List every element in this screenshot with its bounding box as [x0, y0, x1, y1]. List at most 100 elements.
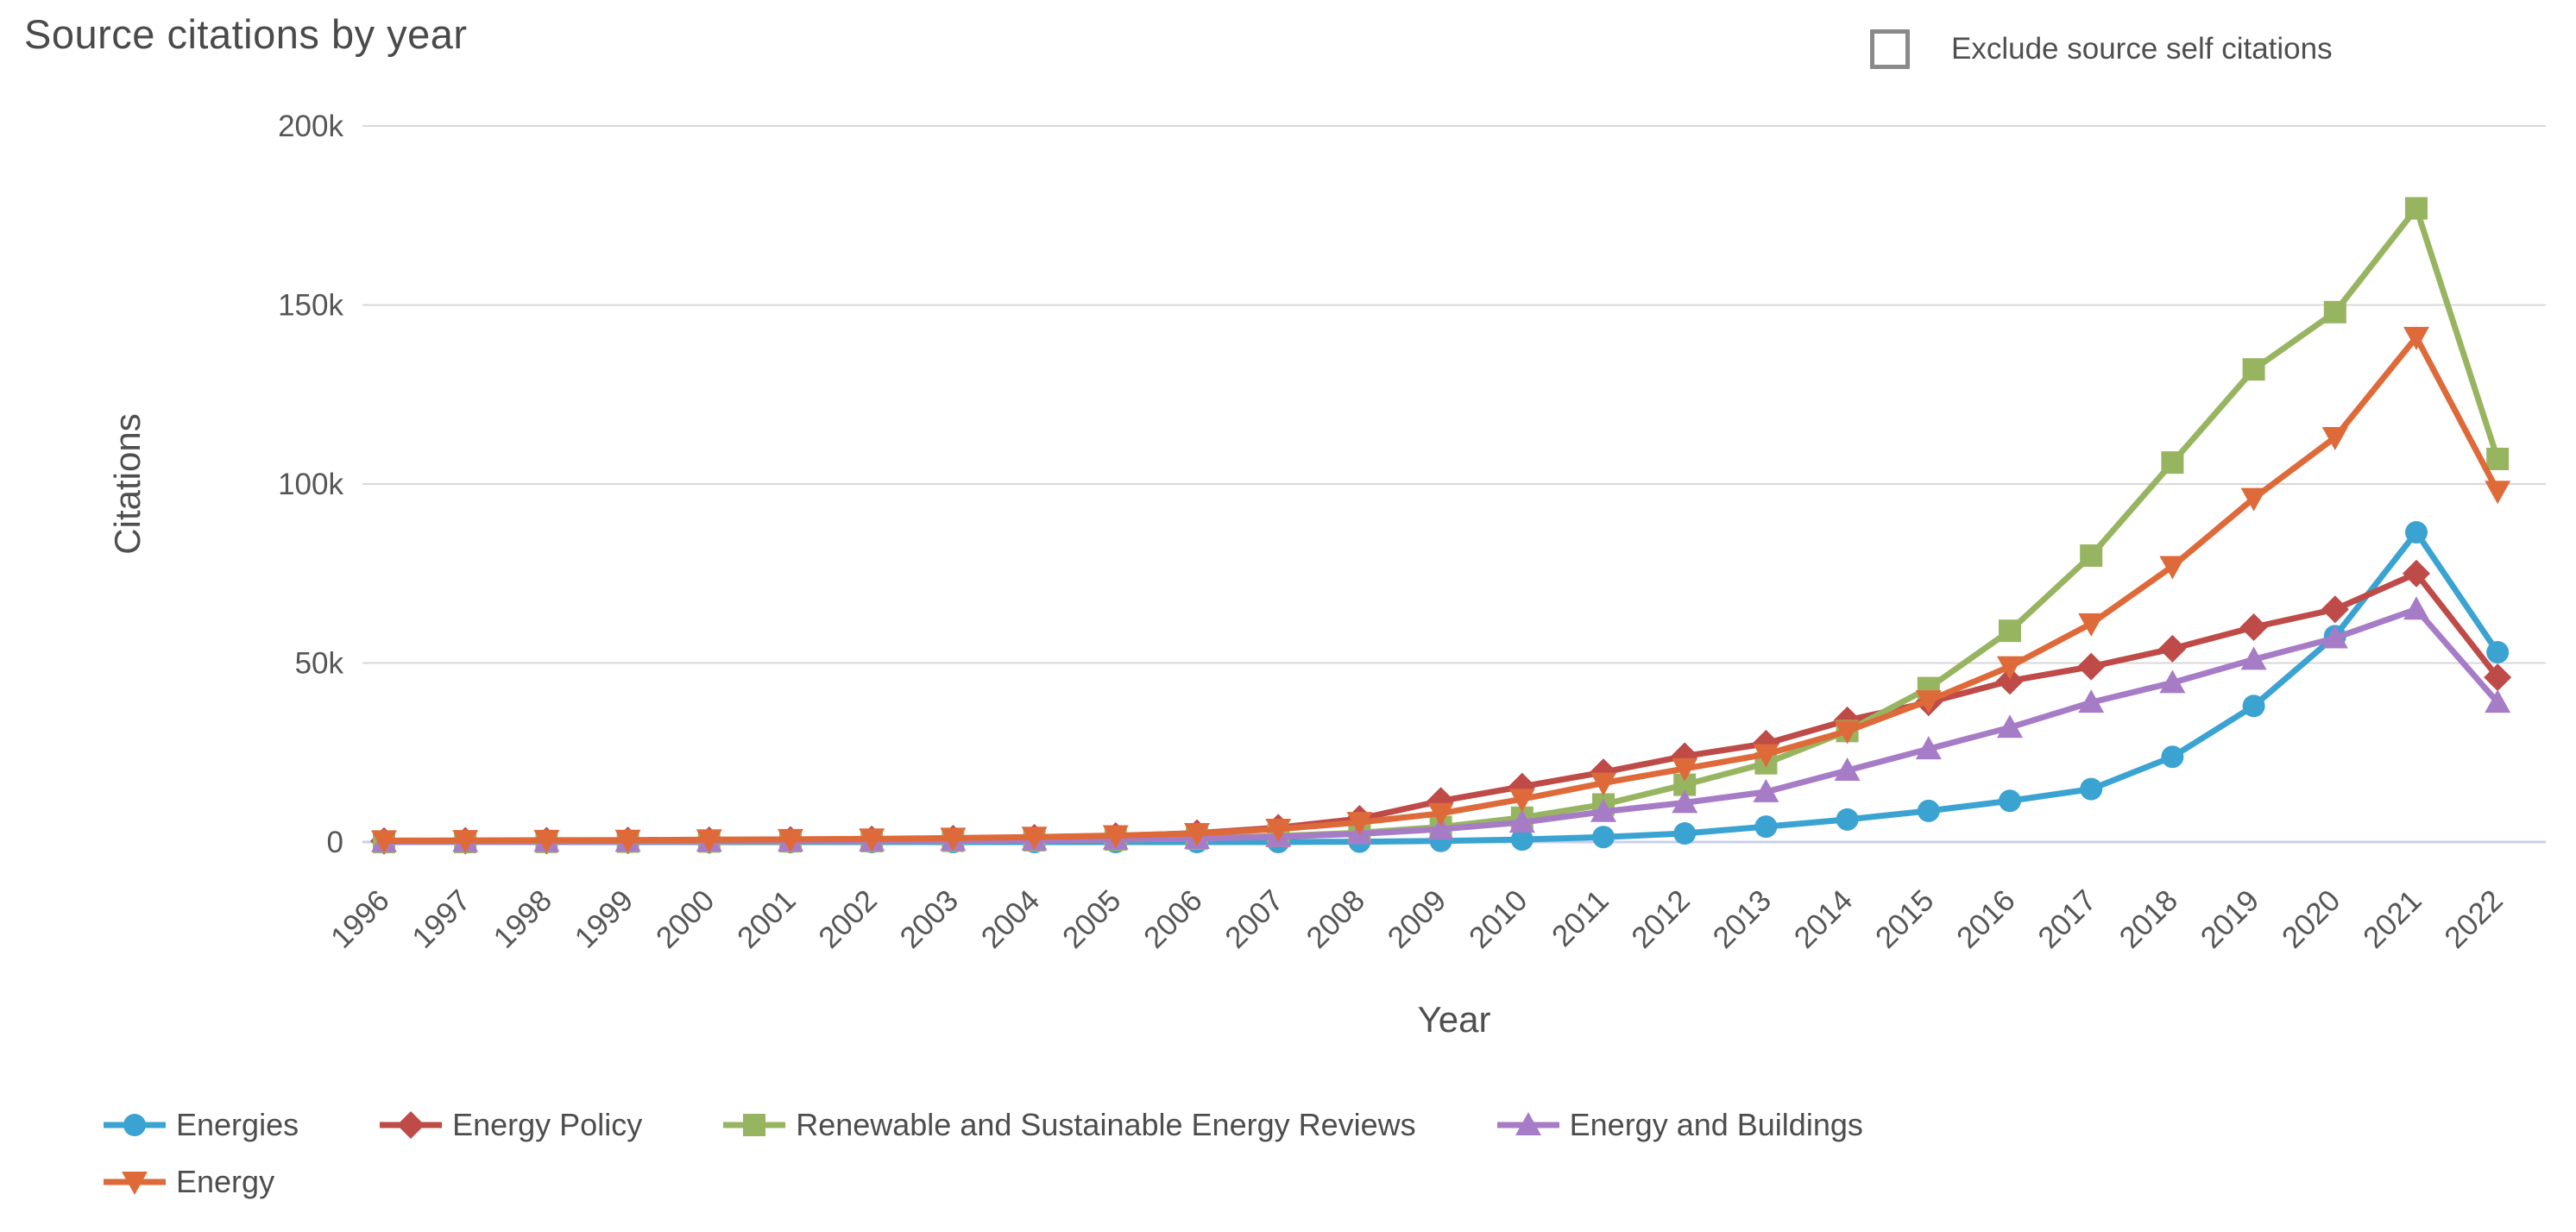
- x-tick-label: 2018: [2113, 883, 2184, 955]
- data-point: [1672, 789, 1698, 814]
- y-axis-title: Citations: [107, 413, 148, 554]
- data-point: [1427, 816, 1454, 840]
- data-point: [859, 828, 885, 852]
- data-point: [2403, 596, 2429, 620]
- citations-line-chart: 200k 150k 100k 50k 0 1996 1997 1998 1999 2000 2001…: [107, 110, 2546, 1040]
- x-tick-label: 2021: [2357, 883, 2428, 955]
- data-point: [940, 827, 967, 852]
- legend-item-energies[interactable]: Energies: [102, 1106, 299, 1144]
- data-point: [1834, 757, 1861, 781]
- data-point: [2403, 559, 2430, 588]
- data-point: [2405, 197, 2428, 220]
- x-tick-label: 2002: [812, 883, 884, 955]
- data-point: [1265, 819, 1292, 843]
- exclude-self-citations-label: Exclude source self citations: [1951, 32, 2333, 66]
- series-line: [383, 334, 2501, 844]
- x-tick-label: 2010: [1463, 883, 1534, 955]
- x-tick-label: 2012: [1625, 883, 1697, 955]
- data-point: [1673, 822, 1697, 845]
- x-tick-label: 1996: [324, 883, 396, 955]
- x-tick-label: 2009: [1382, 883, 1453, 955]
- x-tick-label: 2001: [731, 883, 803, 955]
- square-legend-marker-icon: [723, 1114, 786, 1136]
- data-point: [1508, 809, 1535, 833]
- data-point: [2080, 544, 2103, 567]
- data-point: [2486, 641, 2510, 664]
- x-tick-label: 2011: [1546, 883, 1616, 953]
- triangle-up-legend-marker-icon: [1496, 1112, 1559, 1135]
- data-point: [1999, 619, 2021, 643]
- legend-label: Energy: [176, 1164, 275, 1199]
- data-point: [122, 1172, 148, 1195]
- legend-row: Energy: [102, 1163, 1863, 1201]
- data-point: [1996, 667, 2024, 695]
- page-title: Source citations by year: [24, 11, 468, 57]
- legend-label: Energy Policy: [452, 1107, 643, 1142]
- series-energy: [371, 326, 2511, 854]
- data-point: [371, 830, 397, 854]
- data-point: [2321, 427, 2348, 451]
- exclude-self-citations-control: Exclude source self citations: [1870, 29, 2333, 69]
- exclude-self-citations-checkbox[interactable]: [1870, 29, 1910, 69]
- legend-item-energy-policy[interactable]: Energy Policy: [378, 1106, 642, 1144]
- legend-item-energy-and-buildings[interactable]: Energy and Buildings: [1496, 1106, 1863, 1144]
- data-point: [1753, 744, 1779, 768]
- data-point: [397, 1111, 425, 1139]
- data-point: [1997, 714, 2023, 739]
- x-tick-label: 2013: [1706, 883, 1778, 955]
- legend-item-renewable-and-sustainable-energy-reviews[interactable]: Renewable and Sustainable Energy Reviews: [721, 1106, 1416, 1144]
- x-tick-label: 1999: [569, 883, 640, 955]
- data-point: [1834, 720, 1861, 745]
- data-point: [2159, 556, 2186, 580]
- data-point: [2485, 481, 2511, 505]
- data-point: [2158, 634, 2187, 663]
- x-tick-label: 1998: [487, 883, 558, 955]
- legend-row: Energies Energy Policy Renewable and Susta…: [102, 1106, 1863, 1144]
- x-tick-label: 2003: [893, 883, 965, 955]
- data-point: [1508, 789, 1535, 813]
- data-point: [452, 830, 479, 854]
- chart-canvas: 200k 150k 100k 50k 0 1996 1997 1998 1999 2000 2001…: [107, 110, 2546, 1040]
- x-tick-label: 2000: [650, 883, 721, 955]
- x-tick-label: 2007: [1219, 883, 1290, 955]
- y-tick-label: 0: [327, 826, 343, 859]
- data-point: [2321, 595, 2349, 624]
- data-point: [2321, 625, 2348, 649]
- data-point: [1510, 828, 1534, 852]
- data-point: [2484, 663, 2512, 692]
- data-point: [2080, 777, 2103, 801]
- legend-label: Energy and Buildings: [1569, 1107, 1863, 1142]
- data-point: [2239, 613, 2268, 641]
- x-tick-label: 2006: [1137, 883, 1209, 955]
- data-point: [2078, 689, 2105, 713]
- data-point: [1917, 799, 1940, 822]
- data-point: [614, 829, 641, 853]
- circle-legend-marker-icon: [104, 1114, 166, 1136]
- data-point: [1754, 815, 1778, 839]
- data-point: [1102, 825, 1129, 849]
- x-tick-label: 2020: [2276, 883, 2347, 955]
- data-point: [1590, 798, 1616, 822]
- data-point: [1184, 823, 1210, 847]
- data-point: [2485, 689, 2511, 713]
- data-point: [1592, 826, 1615, 849]
- legend-item-energy[interactable]: Energy: [102, 1163, 274, 1201]
- series-renewable-and-sustainable-energy-reviews: [373, 197, 2510, 853]
- x-tick-label: 2019: [2195, 883, 2266, 955]
- data-point: [2240, 487, 2267, 512]
- data-point: [1915, 690, 1942, 714]
- series-line: [384, 204, 2501, 845]
- x-tick-label: 2016: [1950, 883, 2022, 955]
- data-point: [1915, 736, 1942, 760]
- y-tick-label: 50k: [295, 647, 344, 681]
- x-tick-label: 2005: [1056, 883, 1128, 955]
- data-point: [2242, 358, 2265, 381]
- x-tick-label: 2014: [1788, 883, 1860, 955]
- data-point: [1515, 1112, 1541, 1135]
- y-tick-label: 150k: [278, 289, 343, 323]
- data-point: [2077, 652, 2106, 681]
- data-point: [1590, 772, 1616, 796]
- data-point: [2486, 447, 2510, 470]
- chart-legend: Energies Energy Policy Renewable and Susta…: [102, 1106, 1863, 1201]
- data-point: [2159, 669, 2186, 694]
